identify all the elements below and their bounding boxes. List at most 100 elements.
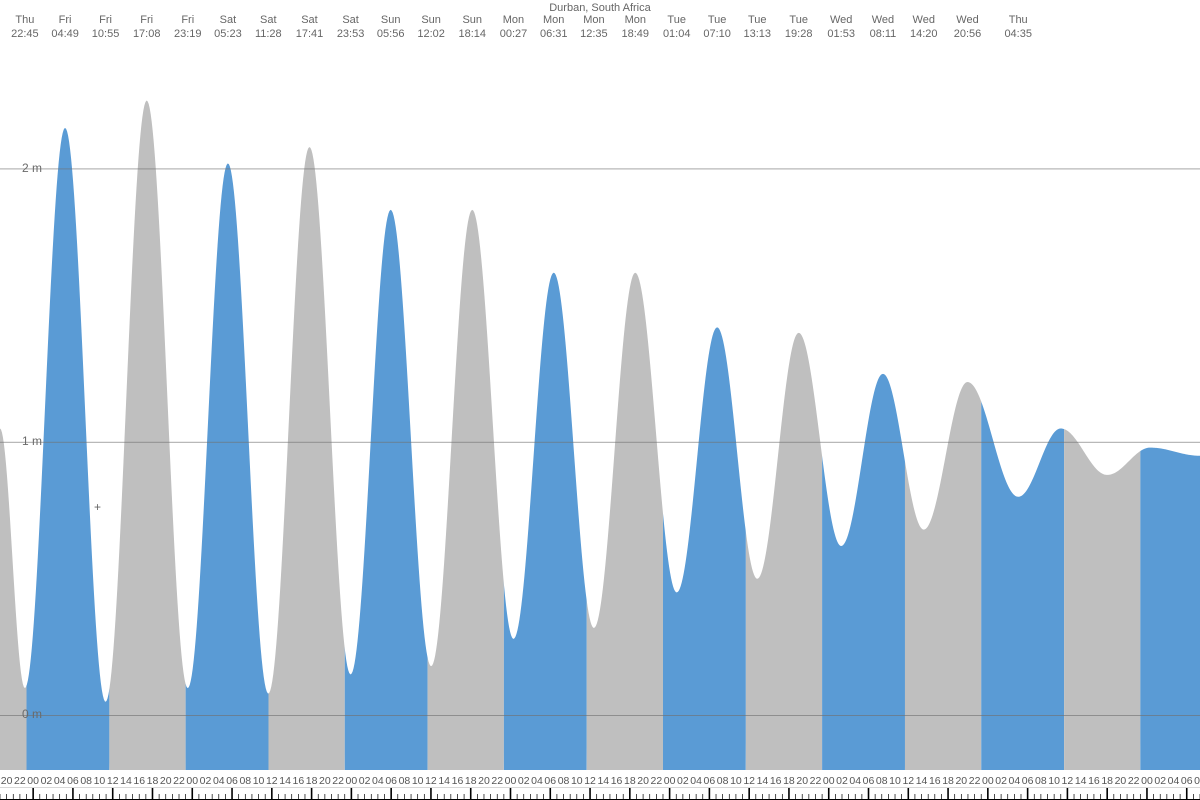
svg-text:02: 02 bbox=[677, 775, 689, 787]
tide-event-label: Tue19:28 bbox=[775, 14, 823, 41]
svg-text:12: 12 bbox=[1062, 775, 1074, 787]
svg-text:04: 04 bbox=[372, 775, 384, 787]
svg-text:16: 16 bbox=[292, 775, 304, 787]
svg-text:02: 02 bbox=[41, 775, 53, 787]
svg-text:18: 18 bbox=[1101, 775, 1113, 787]
svg-text:22: 22 bbox=[1128, 775, 1140, 787]
tide-event-label: Wed20:56 bbox=[943, 14, 991, 41]
svg-text:08: 08 bbox=[239, 775, 251, 787]
svg-text:10: 10 bbox=[94, 775, 106, 787]
svg-text:00: 00 bbox=[346, 775, 358, 787]
svg-text:06: 06 bbox=[544, 775, 556, 787]
svg-text:00: 00 bbox=[505, 775, 517, 787]
svg-text:22: 22 bbox=[810, 775, 822, 787]
svg-text:20: 20 bbox=[796, 775, 808, 787]
svg-text:14: 14 bbox=[120, 775, 132, 787]
svg-text:20: 20 bbox=[1115, 775, 1127, 787]
svg-text:22: 22 bbox=[14, 775, 26, 787]
svg-text:18: 18 bbox=[942, 775, 954, 787]
svg-text:10: 10 bbox=[889, 775, 901, 787]
svg-text:16: 16 bbox=[452, 775, 464, 787]
svg-text:14: 14 bbox=[279, 775, 291, 787]
svg-text:12: 12 bbox=[266, 775, 278, 787]
svg-text:06: 06 bbox=[67, 775, 79, 787]
crosshair-icon: + bbox=[94, 500, 101, 514]
svg-text:22: 22 bbox=[651, 775, 663, 787]
svg-text:10: 10 bbox=[1048, 775, 1060, 787]
svg-text:06: 06 bbox=[385, 775, 397, 787]
svg-text:00: 00 bbox=[27, 775, 39, 787]
svg-text:22: 22 bbox=[969, 775, 981, 787]
y-axis-label: 2 m bbox=[12, 161, 42, 175]
svg-text:16: 16 bbox=[611, 775, 623, 787]
svg-text:06: 06 bbox=[1181, 775, 1193, 787]
chart-canvas: 2022000204060810121416182022000204060810… bbox=[0, 0, 1200, 800]
svg-text:08: 08 bbox=[80, 775, 92, 787]
svg-text:00: 00 bbox=[186, 775, 198, 787]
svg-text:04: 04 bbox=[690, 775, 702, 787]
svg-text:14: 14 bbox=[438, 775, 450, 787]
svg-text:14: 14 bbox=[916, 775, 928, 787]
tide-chart: Durban, South Africa 2022000204060810121… bbox=[0, 0, 1200, 800]
svg-text:14: 14 bbox=[597, 775, 609, 787]
svg-text:04: 04 bbox=[1168, 775, 1180, 787]
svg-text:10: 10 bbox=[253, 775, 265, 787]
svg-text:20: 20 bbox=[160, 775, 172, 787]
svg-text:12: 12 bbox=[902, 775, 914, 787]
svg-text:00: 00 bbox=[1141, 775, 1153, 787]
svg-text:06: 06 bbox=[863, 775, 875, 787]
svg-text:20: 20 bbox=[1, 775, 13, 787]
svg-text:12: 12 bbox=[107, 775, 119, 787]
svg-text:04: 04 bbox=[54, 775, 66, 787]
svg-text:14: 14 bbox=[1075, 775, 1087, 787]
svg-text:02: 02 bbox=[836, 775, 848, 787]
svg-text:08: 08 bbox=[558, 775, 570, 787]
svg-text:10: 10 bbox=[730, 775, 742, 787]
svg-text:00: 00 bbox=[664, 775, 676, 787]
svg-text:08: 08 bbox=[876, 775, 888, 787]
svg-text:02: 02 bbox=[200, 775, 212, 787]
svg-text:18: 18 bbox=[783, 775, 795, 787]
y-axis-label: 0 m bbox=[12, 707, 42, 721]
svg-text:00: 00 bbox=[982, 775, 994, 787]
svg-text:08: 08 bbox=[1035, 775, 1047, 787]
svg-text:02: 02 bbox=[995, 775, 1007, 787]
svg-text:02: 02 bbox=[359, 775, 371, 787]
svg-text:22: 22 bbox=[332, 775, 344, 787]
svg-text:08: 08 bbox=[717, 775, 729, 787]
svg-text:16: 16 bbox=[133, 775, 145, 787]
svg-text:22: 22 bbox=[173, 775, 185, 787]
svg-text:02: 02 bbox=[1154, 775, 1166, 787]
svg-text:18: 18 bbox=[147, 775, 159, 787]
svg-text:22: 22 bbox=[491, 775, 503, 787]
svg-text:18: 18 bbox=[624, 775, 636, 787]
svg-text:14: 14 bbox=[757, 775, 769, 787]
svg-text:10: 10 bbox=[571, 775, 583, 787]
svg-text:10: 10 bbox=[412, 775, 424, 787]
tide-event-label: Wed14:20 bbox=[900, 14, 948, 41]
svg-text:20: 20 bbox=[955, 775, 967, 787]
svg-text:20: 20 bbox=[637, 775, 649, 787]
svg-text:16: 16 bbox=[770, 775, 782, 787]
svg-text:12: 12 bbox=[743, 775, 755, 787]
y-axis-label: 1 m bbox=[12, 434, 42, 448]
svg-text:16: 16 bbox=[929, 775, 941, 787]
svg-text:12: 12 bbox=[425, 775, 437, 787]
svg-text:00: 00 bbox=[823, 775, 835, 787]
svg-text:08: 08 bbox=[399, 775, 411, 787]
svg-text:16: 16 bbox=[1088, 775, 1100, 787]
svg-text:18: 18 bbox=[465, 775, 477, 787]
svg-text:12: 12 bbox=[584, 775, 596, 787]
svg-text:20: 20 bbox=[478, 775, 490, 787]
svg-text:08: 08 bbox=[1194, 775, 1200, 787]
svg-text:04: 04 bbox=[531, 775, 543, 787]
svg-text:04: 04 bbox=[849, 775, 861, 787]
svg-text:06: 06 bbox=[226, 775, 238, 787]
svg-text:02: 02 bbox=[518, 775, 530, 787]
svg-text:04: 04 bbox=[213, 775, 225, 787]
tide-event-label: Thu04:35 bbox=[994, 14, 1042, 41]
svg-text:04: 04 bbox=[1009, 775, 1021, 787]
svg-text:06: 06 bbox=[1022, 775, 1034, 787]
svg-text:06: 06 bbox=[704, 775, 716, 787]
svg-text:20: 20 bbox=[319, 775, 331, 787]
